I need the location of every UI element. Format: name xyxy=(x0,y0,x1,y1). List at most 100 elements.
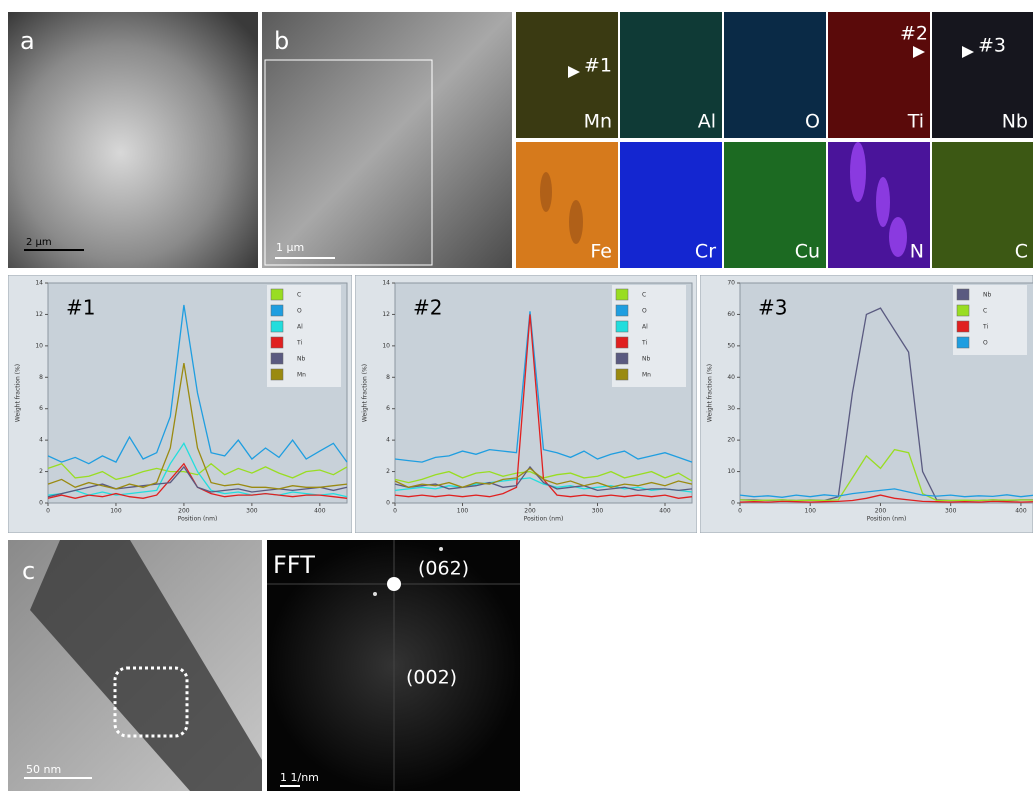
y-tick-label: 70 xyxy=(727,280,735,287)
panel-label: c xyxy=(22,557,35,585)
x-tick-label: 300 xyxy=(945,508,957,515)
legend-swatch xyxy=(616,289,628,300)
y-tick-label: 10 xyxy=(382,342,390,349)
legend-swatch xyxy=(271,337,283,348)
y-tick-label: 60 xyxy=(727,311,735,318)
spot xyxy=(439,547,443,551)
y-tick-label: 10 xyxy=(727,468,735,475)
y-tick-label: 8 xyxy=(39,374,43,381)
scale-label: 1 μm xyxy=(276,241,304,254)
element-label: Mn xyxy=(584,111,612,133)
x-tick-label: 300 xyxy=(246,508,258,515)
element-label: Cu xyxy=(795,241,820,263)
phase-blob xyxy=(889,217,907,257)
eds-maps: Mn#1AlOTi#2Nb#3FeCrCuNC xyxy=(516,12,1033,268)
panel-label: a xyxy=(20,27,35,55)
spot-label: (062) xyxy=(418,558,469,580)
legend-label: Nb xyxy=(983,292,991,299)
legend-label: C xyxy=(642,292,646,299)
x-tick-label: 400 xyxy=(1015,508,1027,515)
x-tick-label: 0 xyxy=(46,508,50,515)
element-label: Fe xyxy=(590,241,612,263)
y-tick-label: 2 xyxy=(386,468,390,475)
legend-label: Ti xyxy=(982,324,988,331)
y-tick-label: 10 xyxy=(35,342,43,349)
y-tick-label: 12 xyxy=(35,311,43,318)
element-label: Al xyxy=(698,111,716,133)
legend-label: Ti xyxy=(296,340,302,347)
y-axis-label: Weight fraction (%) xyxy=(707,364,714,422)
y-tick-label: 0 xyxy=(39,500,43,507)
legend-swatch xyxy=(957,289,969,300)
legend-swatch xyxy=(616,305,628,316)
legend-swatch xyxy=(957,305,969,316)
x-tick-label: 300 xyxy=(592,508,604,515)
x-tick-label: 200 xyxy=(875,508,887,515)
legend-label: Al xyxy=(642,324,648,331)
legend-swatch xyxy=(616,353,628,364)
y-tick-label: 14 xyxy=(35,280,43,287)
element-label: O xyxy=(805,111,820,133)
x-tick-label: 0 xyxy=(393,508,397,515)
legend-label: Mn xyxy=(297,372,306,379)
spot-label: (002) xyxy=(406,667,457,689)
panel-a: a 2 μm xyxy=(8,12,258,268)
x-tick-label: 100 xyxy=(457,508,469,515)
panel-b: b 1 μm xyxy=(262,12,512,268)
phase-blob xyxy=(540,172,552,212)
chart-title: #2 xyxy=(413,296,442,320)
y-axis-label: Weight fraction (%) xyxy=(15,364,22,422)
x-tick-label: 400 xyxy=(659,508,671,515)
y-tick-label: 0 xyxy=(731,500,735,507)
element-label: Ti xyxy=(907,111,924,133)
x-tick-label: 100 xyxy=(110,508,122,515)
scale-label: 2 μm xyxy=(26,237,52,248)
element-label: N xyxy=(910,241,924,263)
x-axis-label: Position (nm) xyxy=(178,516,218,523)
phase-blob xyxy=(569,200,583,244)
panel-c: c 50 nm xyxy=(8,540,262,791)
x-tick-label: 400 xyxy=(314,508,326,515)
center-spot xyxy=(387,577,401,591)
scale-label: 50 nm xyxy=(26,763,61,776)
y-tick-label: 12 xyxy=(382,311,390,318)
chart-title: #3 xyxy=(758,296,787,320)
phase-blob xyxy=(876,177,890,227)
y-tick-label: 0 xyxy=(386,500,390,507)
micrograph xyxy=(262,12,512,268)
legend-label: C xyxy=(983,308,987,315)
legend-label: Mn xyxy=(642,372,651,379)
legend-label: Ti xyxy=(641,340,647,347)
panel-label: FFT xyxy=(273,551,315,579)
y-tick-label: 40 xyxy=(727,374,735,381)
y-tick-label: 4 xyxy=(39,437,43,444)
element-label: C xyxy=(1015,241,1028,263)
x-axis-label: Position (nm) xyxy=(867,516,907,523)
y-tick-label: 30 xyxy=(727,405,735,412)
micrograph xyxy=(8,12,258,268)
legend-swatch xyxy=(271,369,283,380)
marker-label: #1 xyxy=(584,55,612,77)
legend-label: O xyxy=(642,308,647,315)
legend-swatch xyxy=(957,337,969,348)
legend-swatch xyxy=(271,321,283,332)
phase-blob xyxy=(850,142,866,202)
legend-swatch xyxy=(616,337,628,348)
x-axis-label: Position (nm) xyxy=(524,516,564,523)
spot xyxy=(373,592,377,596)
y-tick-label: 2 xyxy=(39,468,43,475)
legend-label: C xyxy=(297,292,301,299)
legend-label: O xyxy=(983,340,988,347)
legend-swatch xyxy=(271,289,283,300)
y-axis-label: Weight fraction (%) xyxy=(362,364,369,422)
legend-swatch xyxy=(616,369,628,380)
chart: 024681012140100200300400Position (nm)Wei… xyxy=(8,275,352,533)
y-tick-label: 20 xyxy=(727,437,735,444)
legend-label: O xyxy=(297,308,302,315)
marker-label: #3 xyxy=(978,35,1006,57)
panel-label: b xyxy=(274,27,289,55)
marker-label: #2 xyxy=(900,23,928,45)
